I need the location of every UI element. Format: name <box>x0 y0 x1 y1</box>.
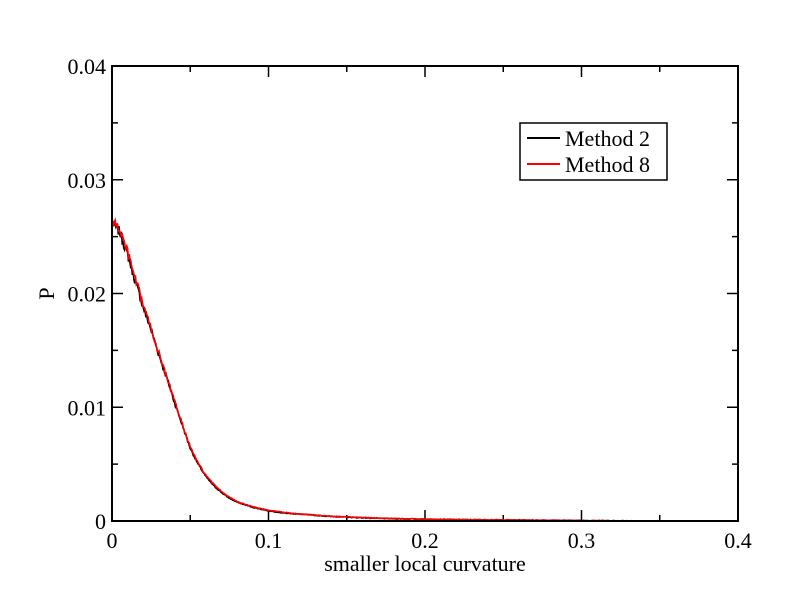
y-tick-label: 0.01 <box>68 395 107 420</box>
x-tick-label: 0 <box>107 528 118 553</box>
series-layer <box>111 217 637 522</box>
legend-label-1: Method 2 <box>565 126 650 151</box>
series-line-2 <box>111 217 614 522</box>
legend-box <box>519 122 668 181</box>
x-tick-label: 0.2 <box>411 528 439 553</box>
x-tick-label: 0.4 <box>724 528 752 553</box>
series-line-1 <box>111 220 637 522</box>
y-tick-label: 0.02 <box>68 282 107 307</box>
tick-labels-layer: 0 0.1 0.2 0.3 0.4 0 0.01 0.02 0.03 0.04 <box>68 54 752 553</box>
y-tick-label: 0.03 <box>68 168 107 193</box>
y-tick-label: 0 <box>95 509 106 534</box>
x-tick-label: 0.3 <box>568 528 596 553</box>
y-axis-label: P <box>34 287 59 299</box>
plot-frame <box>111 65 739 522</box>
y-tick-label: 0.04 <box>68 54 107 79</box>
x-tick-label: 0.1 <box>255 528 283 553</box>
x-axis-label: smaller local curvature <box>324 551 526 576</box>
legend-label-2: Method 8 <box>565 152 650 177</box>
